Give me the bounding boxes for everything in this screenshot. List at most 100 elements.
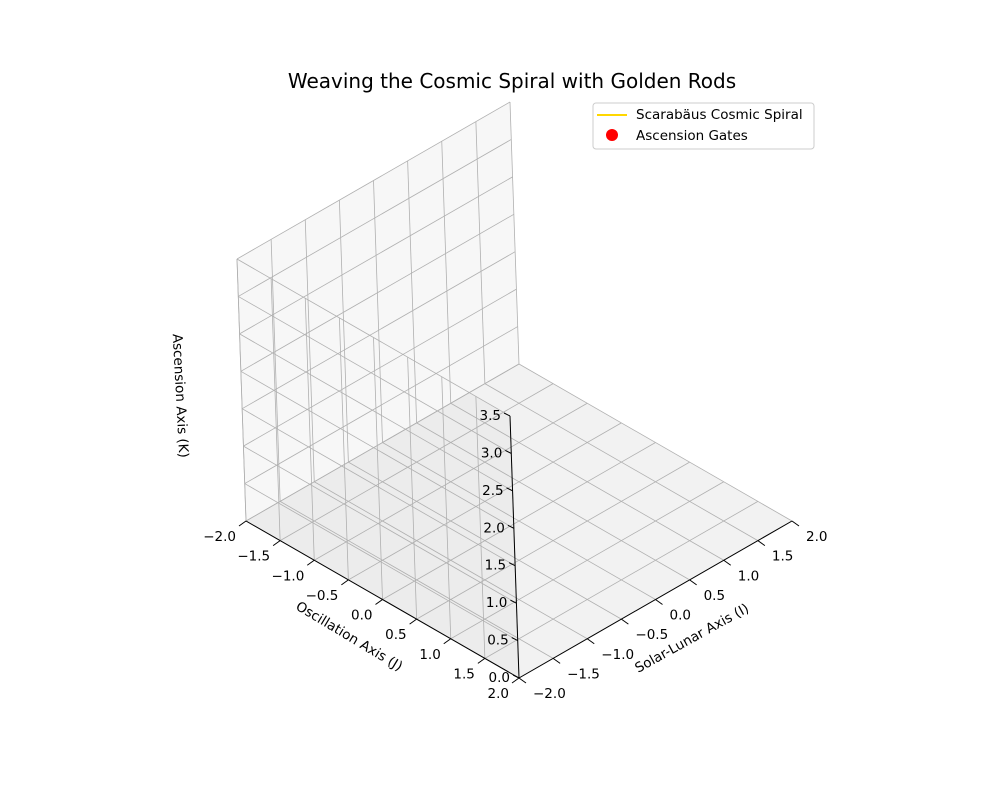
- tick-labels: −2.0−1.5−1.0−0.50.00.51.01.52.0−2.0−1.5−…: [203, 408, 827, 702]
- z-tick: [507, 524, 515, 529]
- z-tick: [512, 674, 520, 679]
- z-tick: [510, 599, 517, 604]
- y-tick-label: 2.0: [488, 686, 509, 702]
- z-tick: [505, 449, 512, 454]
- right-wall-gridline-x: [270, 239, 281, 502]
- right-wall-gridline-x: [304, 219, 315, 482]
- x-tick: [518, 677, 527, 684]
- right-wall-gridline-x: [338, 200, 349, 463]
- z-tick: [506, 487, 513, 492]
- legend-marker-swatch: [606, 129, 618, 141]
- y-tick-label: 0.5: [385, 627, 406, 643]
- z-tick: [511, 637, 518, 642]
- right-wall-gridline-z: [239, 176, 513, 335]
- right-wall-gridline-x: [407, 160, 418, 423]
- z-tick-label: 3.5: [480, 408, 501, 424]
- left-wall-gridline-y: [475, 396, 486, 659]
- z-tick-label: 0.0: [489, 670, 510, 686]
- floor-gridline-y: [484, 501, 759, 659]
- z-tick-label: 0.5: [487, 633, 508, 649]
- floor-gridline-y: [416, 461, 690, 620]
- right-wall-gridline-x: [509, 101, 520, 365]
- left-wall-gridline-y: [270, 278, 281, 541]
- right-wall-gridline-z: [244, 326, 518, 484]
- floor-gridline-y: [450, 481, 724, 640]
- y-tick: [443, 638, 452, 645]
- right-wall-gridline-z: [236, 101, 511, 260]
- floor-gridline-y: [314, 402, 588, 561]
- x-tick-label: 1.0: [738, 568, 759, 584]
- legend-entry-gates: Ascension Gates: [636, 128, 748, 144]
- tick-marks: [238, 412, 800, 684]
- y-tick: [306, 559, 315, 566]
- left-wall-gridline-z: [243, 445, 517, 604]
- y-tick-label: −1.0: [272, 568, 305, 584]
- z-tick-label: 1.0: [486, 595, 507, 611]
- left-wall-gridline-z: [244, 483, 518, 641]
- z-tick-label: 2.0: [483, 520, 504, 536]
- left-wall-gridline-y: [373, 337, 383, 600]
- right-wall-gridline-x: [475, 121, 486, 384]
- x-tick: [757, 540, 766, 547]
- y-tick-label: −0.5: [306, 588, 339, 604]
- right-wall-gridline-z: [245, 363, 520, 522]
- z-tick: [503, 412, 511, 417]
- z-tick-label: 2.5: [482, 483, 503, 499]
- left-wall-gridline-y: [407, 357, 418, 620]
- x-tick: [791, 520, 800, 527]
- x-tick: [689, 579, 697, 586]
- x-tick-label: 1.5: [772, 549, 793, 565]
- left-wall-gridline-y: [236, 258, 247, 522]
- x-tick-label: −0.5: [635, 627, 668, 643]
- x-tick: [723, 559, 732, 566]
- right-wall-gridline-x: [441, 141, 452, 404]
- y-tick: [477, 657, 486, 664]
- y-tick-label: −1.5: [237, 549, 270, 565]
- left-wall-gridline-y: [441, 376, 452, 639]
- right-wall-gridline-z: [238, 139, 512, 297]
- x-tick: [586, 638, 595, 645]
- y-tick: [511, 677, 520, 684]
- y-tick: [375, 599, 383, 605]
- y-tick: [272, 540, 281, 547]
- legend-frame: [592, 102, 815, 150]
- x-tick: [655, 599, 663, 605]
- left-wall-gridline-z: [241, 408, 516, 567]
- y-tick-label: 1.5: [453, 666, 474, 682]
- y-tick: [341, 579, 349, 586]
- x-tick-label: −1.0: [601, 647, 634, 663]
- left-wall-gridline-z: [236, 258, 511, 417]
- floor-gridline-y: [348, 422, 622, 581]
- z-tick: [508, 562, 516, 567]
- x-tick-label: 2.0: [806, 529, 827, 545]
- x-tick: [621, 618, 629, 625]
- right-wall-gridline-z: [243, 288, 517, 447]
- x-tick-label: −2.0: [533, 686, 566, 702]
- right-wall-gridline-z: [241, 251, 516, 410]
- floor-gridline-y: [382, 442, 656, 600]
- right-wall-gridline-z: [240, 213, 515, 372]
- chart-title: Weaving the Cosmic Spiral with Golden Ro…: [288, 69, 736, 93]
- x-tick: [552, 657, 561, 664]
- z-tick-label: 3.0: [481, 445, 502, 461]
- left-wall-gridline-y: [304, 298, 315, 561]
- y-tick-label: −2.0: [203, 529, 236, 545]
- z-tick-label: 1.5: [485, 558, 506, 574]
- right-wall-gridline-x: [373, 180, 383, 443]
- x-tick-label: 0.0: [670, 608, 691, 624]
- y-tick-label: 1.0: [419, 647, 440, 663]
- left-wall-gridline-y: [338, 317, 349, 580]
- legend: Scarabäus Cosmic Spiral Ascension Gates: [592, 102, 815, 150]
- z-axis-label: Ascension Axis (K): [169, 333, 191, 458]
- left-wall-gridline-z: [240, 370, 515, 529]
- y-tick: [238, 520, 247, 527]
- z-axis-line: [509, 415, 520, 679]
- left-wall-gridline-z: [238, 296, 512, 454]
- floor-gridline-y: [279, 383, 554, 541]
- x-tick-label: 0.5: [704, 588, 725, 604]
- left-wall-gridline-z: [239, 333, 513, 492]
- x-tick-label: −1.5: [567, 666, 600, 682]
- y-tick: [409, 618, 417, 625]
- y-tick-label: 0.0: [351, 608, 372, 624]
